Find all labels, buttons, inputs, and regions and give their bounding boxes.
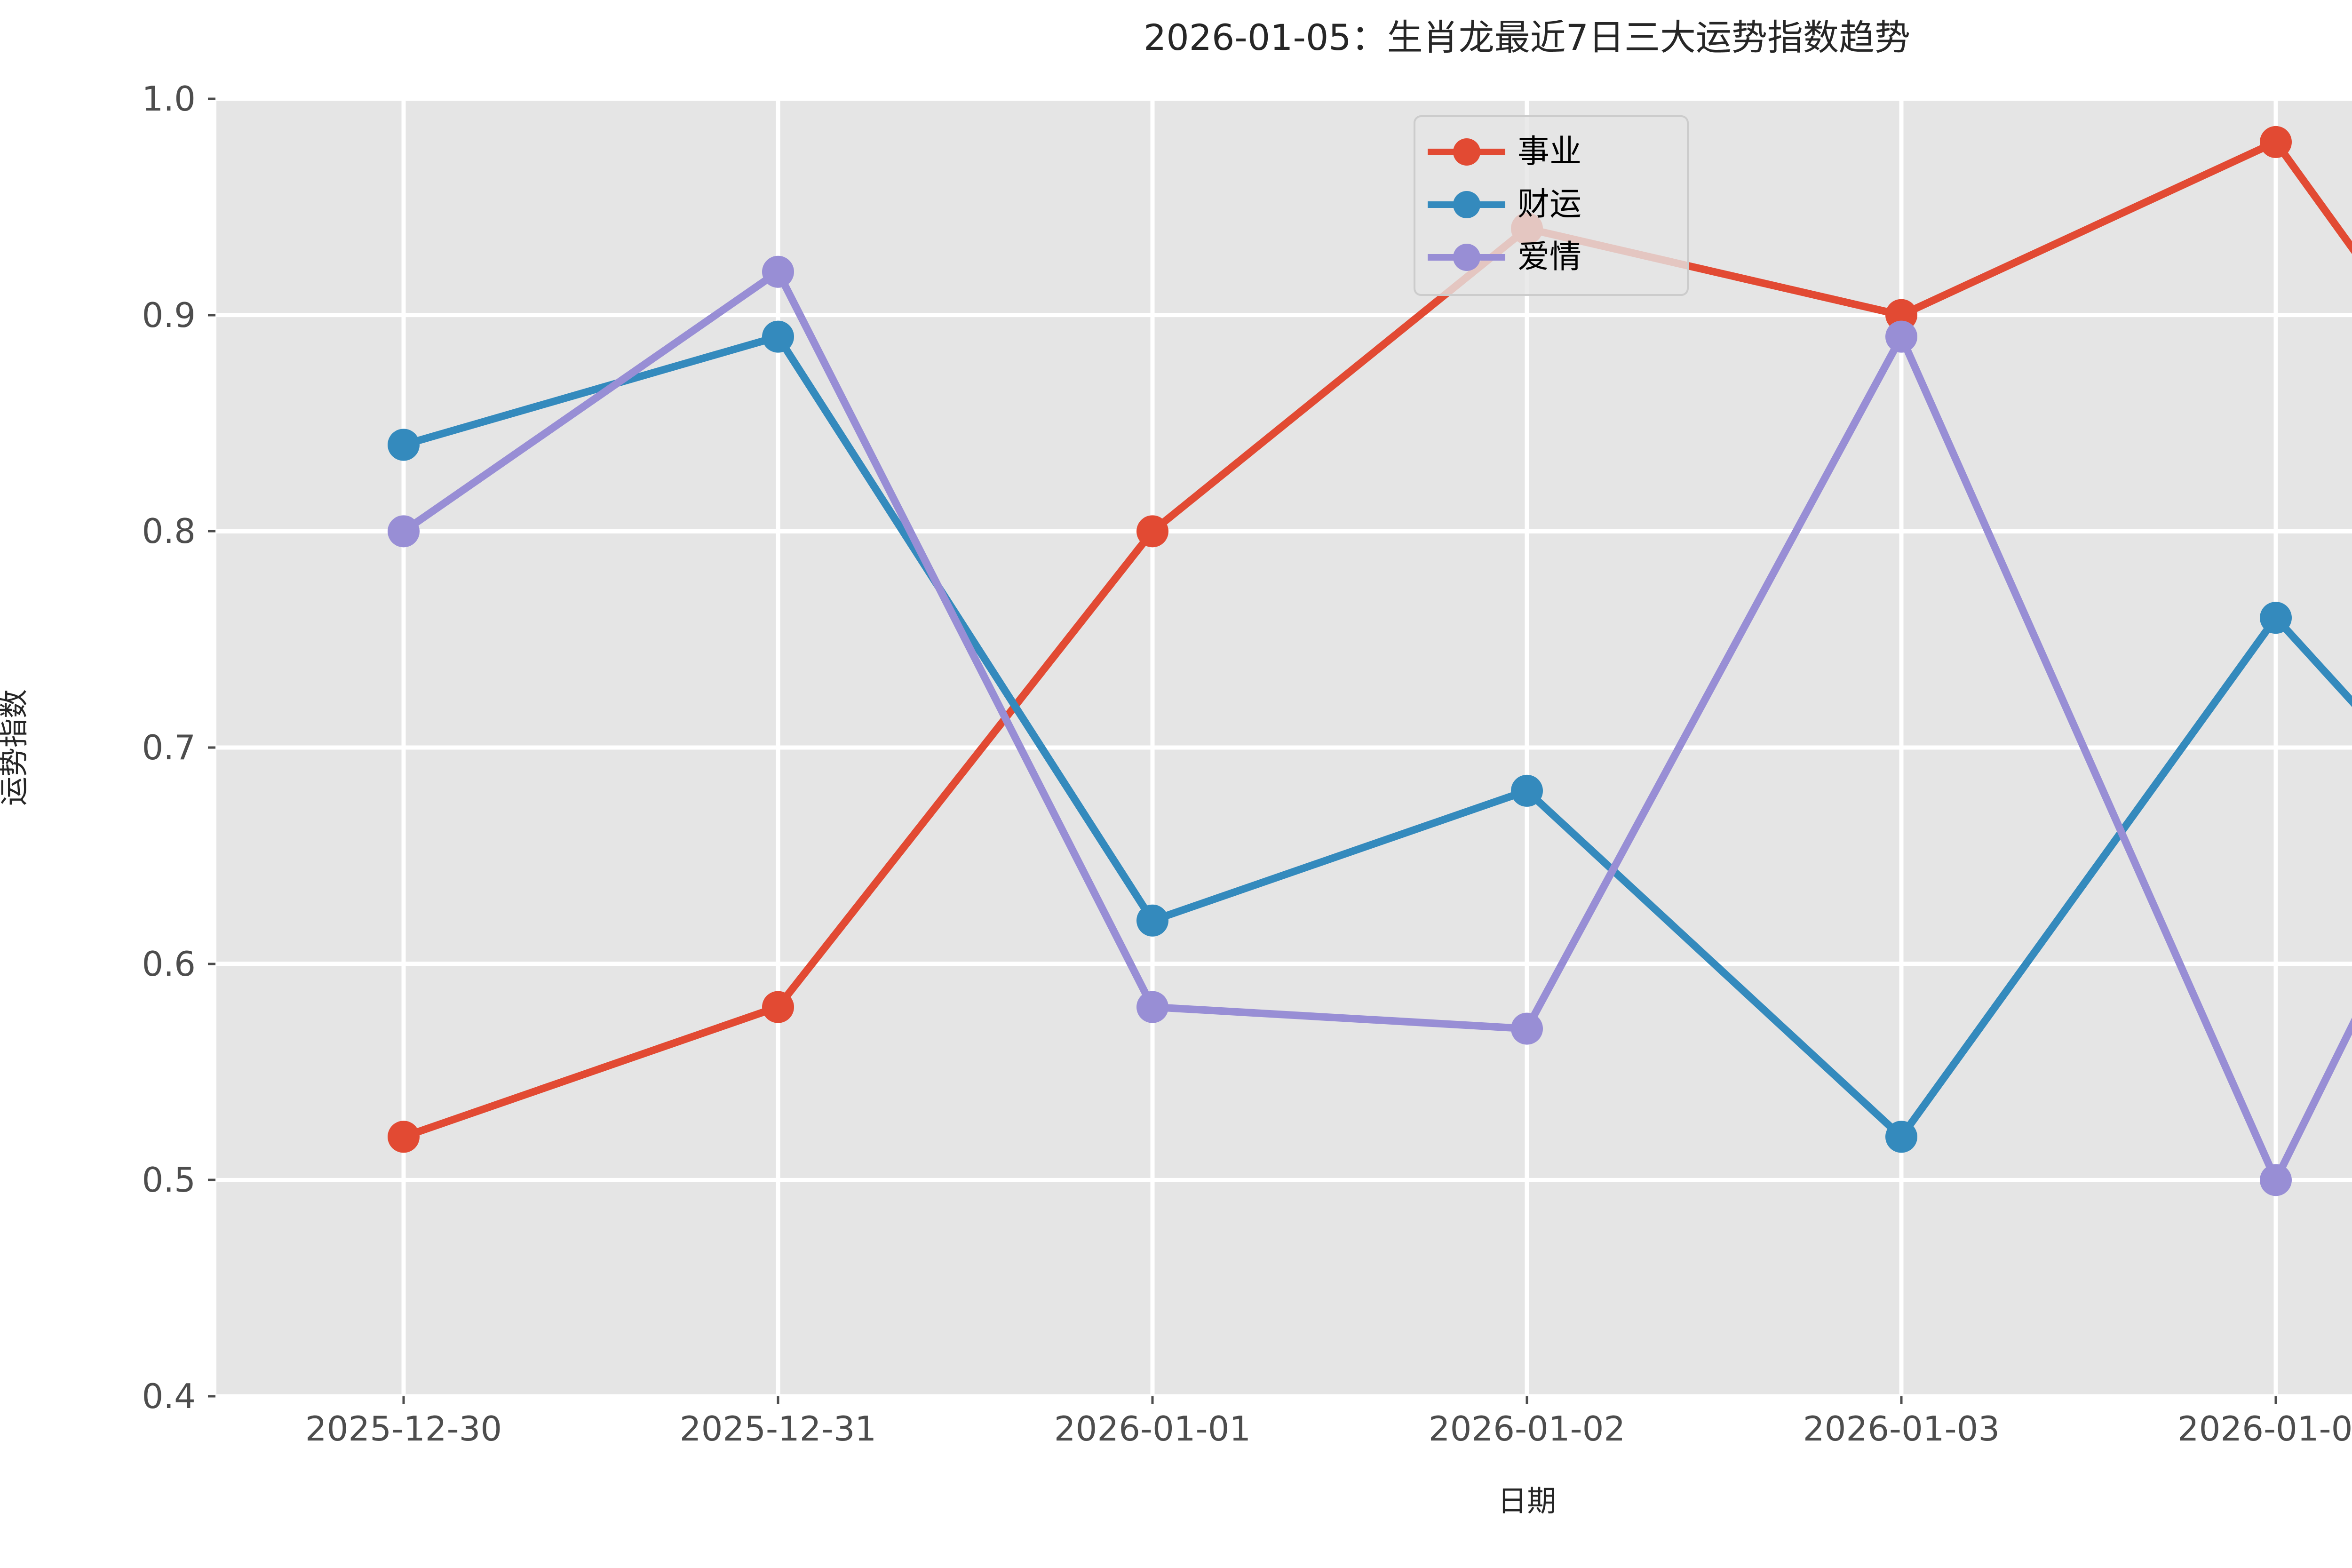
y-tick-label: 1.0	[142, 79, 196, 119]
x-tick-label: 2026-01-03	[1803, 1409, 2000, 1449]
data-point-marker	[762, 991, 794, 1023]
y-axis-title: 运势指数	[0, 689, 31, 806]
x-tick-mark	[1900, 1396, 1903, 1404]
data-point-marker	[2260, 126, 2292, 158]
data-point-marker	[762, 255, 794, 288]
y-tick-label: 0.7	[142, 728, 196, 767]
x-tick-label: 2026-01-02	[1428, 1409, 1626, 1449]
x-tick-label: 2025-12-30	[305, 1409, 502, 1449]
series-line	[400, 268, 2352, 1184]
data-point-marker	[2260, 602, 2292, 634]
grid-lines	[216, 99, 2352, 1396]
x-tick-mark	[777, 1396, 779, 1404]
data-point-marker	[388, 429, 420, 461]
legend-label: 爱情	[1518, 239, 1582, 276]
data-point-marker	[1885, 320, 1917, 353]
x-tick-label: 2026-01-01	[1054, 1409, 1251, 1449]
data-point-marker	[2260, 1164, 2292, 1196]
data-point-marker	[1136, 904, 1168, 937]
data-point-marker	[1136, 991, 1168, 1023]
x-tick-label: 2026-01-04	[2177, 1409, 2352, 1449]
y-tick-label: 0.5	[142, 1160, 196, 1200]
data-point-marker	[388, 1121, 420, 1153]
legend-swatch-icon	[1428, 231, 1505, 284]
x-axis-title: 日期	[1497, 1484, 1556, 1518]
legend-item-1[interactable]: 事业	[1428, 126, 1675, 178]
y-tick-mark	[208, 963, 215, 965]
series-lines	[400, 138, 2352, 1184]
chart-legend[interactable]: 事业 财运 爱情	[1414, 115, 1689, 296]
data-point-marker	[1511, 774, 1543, 807]
y-tick-mark	[208, 97, 215, 100]
x-tick-mark	[1151, 1396, 1154, 1404]
legend-item-2[interactable]: 财运	[1428, 178, 1675, 231]
y-tick-mark	[208, 1178, 215, 1181]
chart-title: 2026-01-05：生肖龙最近7日三大运势指数趋势	[1143, 16, 1911, 58]
plot-area	[216, 99, 2352, 1396]
y-tick-mark	[208, 530, 215, 533]
legend-label: 财运	[1518, 186, 1582, 223]
y-tick-mark	[208, 746, 215, 749]
series-line	[400, 138, 2352, 1141]
x-tick-mark	[2274, 1396, 2277, 1404]
data-point-marker	[762, 320, 794, 353]
y-tick-label: 0.9	[142, 295, 196, 335]
data-point-marker	[1136, 515, 1168, 548]
legend-swatch-icon	[1428, 178, 1505, 231]
legend-swatch-icon	[1428, 126, 1505, 178]
legend-label: 事业	[1518, 133, 1582, 170]
data-point-marker	[1511, 1012, 1543, 1045]
y-tick-mark	[208, 1395, 215, 1398]
series-markers	[388, 126, 2292, 1196]
legend-item-3[interactable]: 爱情	[1428, 231, 1675, 284]
plot-canvas	[216, 99, 2352, 1396]
x-tick-mark	[1526, 1396, 1528, 1404]
y-tick-mark	[208, 314, 215, 317]
y-tick-label: 0.4	[142, 1377, 196, 1416]
y-tick-label: 0.6	[142, 944, 196, 984]
y-tick-label: 0.8	[142, 511, 196, 551]
data-point-marker	[1885, 1121, 1917, 1153]
x-tick-mark	[402, 1396, 405, 1404]
data-point-marker	[388, 515, 420, 548]
x-tick-label: 2025-12-31	[679, 1409, 877, 1449]
